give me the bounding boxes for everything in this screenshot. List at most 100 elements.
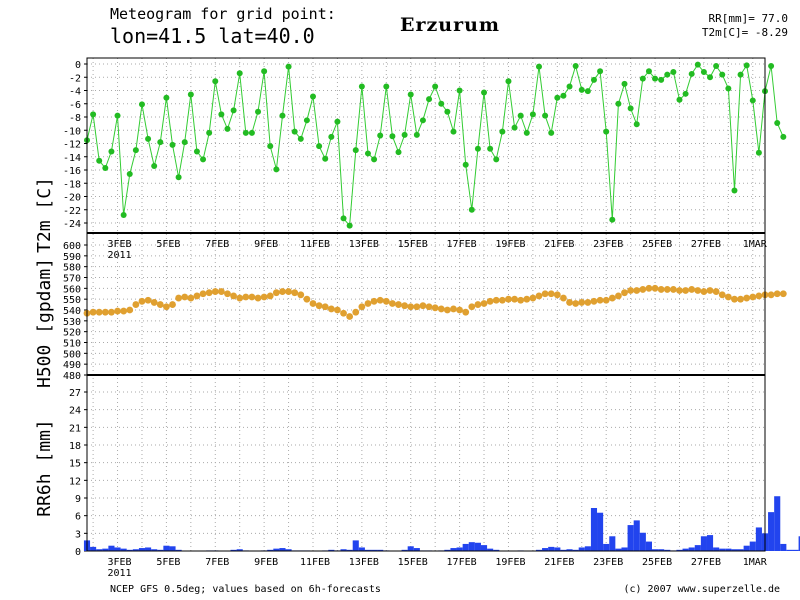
rr-bar [774, 496, 781, 551]
t2m-point [780, 133, 787, 140]
rr-bar [151, 549, 158, 551]
t2m-point [96, 157, 103, 164]
h500-point [639, 286, 647, 293]
h500-point [621, 289, 628, 297]
x-tick-label: 27FEB [691, 239, 721, 250]
h500-point [419, 302, 427, 310]
y-tick-label: -2 [69, 73, 81, 84]
t2m-point [572, 62, 579, 69]
h500-point [712, 288, 720, 295]
t2m-point [248, 129, 255, 136]
h500-point [389, 300, 396, 307]
rr-bar [548, 546, 555, 551]
t2m-point [224, 125, 231, 132]
t2m-point [700, 68, 707, 75]
rr-bar [413, 548, 420, 551]
h500-point [486, 297, 494, 305]
t2m-point [169, 141, 176, 148]
rr-bar [725, 548, 732, 551]
rr-bar [780, 543, 787, 551]
rr-bar [352, 540, 359, 551]
rr-bar [731, 549, 738, 551]
h500-point [163, 303, 170, 311]
h500-point [169, 301, 176, 308]
x-tick-label: 25FEB [642, 239, 672, 250]
t2m-point [627, 105, 634, 112]
h500-point [150, 299, 158, 306]
h500-point [450, 305, 457, 313]
rr-bar [493, 549, 500, 551]
t2m-point [768, 62, 775, 69]
rr-bar [755, 527, 762, 551]
t2m-point [505, 78, 512, 85]
data-source-note: NCEP GFS 0.5deg; values based on 6h-fore… [110, 584, 381, 595]
y-tick-label: 500 [63, 349, 81, 360]
h500-point [358, 303, 366, 311]
t2m-point [462, 161, 469, 168]
t2m-point [120, 212, 127, 219]
h500-point [749, 293, 757, 301]
rr-bar [328, 549, 335, 551]
rr-bar [267, 549, 274, 551]
rr-bar [468, 542, 475, 551]
h500-point [291, 289, 299, 297]
x-tick-label: 15FEB [398, 557, 428, 568]
t2m-point [633, 121, 640, 128]
t2m-point [438, 100, 445, 107]
t2m-point [499, 128, 506, 135]
h500-point [211, 288, 219, 295]
y-tick-label: 590 [63, 252, 81, 263]
t2m-point [389, 133, 396, 140]
rr-bar [474, 542, 481, 551]
x-year-label: 2011 [107, 250, 131, 261]
rr-bar [578, 547, 585, 551]
h500-point [352, 308, 360, 316]
h500-point [511, 295, 518, 303]
t2m-point [645, 68, 652, 75]
h500-point [297, 291, 305, 299]
h500-point [89, 308, 97, 316]
h500-point [566, 299, 573, 306]
x-tick-label: 27FEB [691, 557, 721, 568]
y-tick-label: -20 [63, 193, 81, 204]
h500-point [688, 286, 696, 293]
rr-bar [346, 549, 353, 551]
x-tick-label: 5FEB [156, 239, 180, 250]
h500-point [596, 296, 604, 304]
h500-point [572, 300, 580, 307]
h500-point [462, 308, 470, 316]
rr-bar [169, 546, 176, 551]
t2m-point [310, 93, 316, 100]
h500-point [407, 303, 415, 311]
y-tick-label: 12 [69, 476, 81, 487]
rr-bar [279, 548, 286, 551]
h500-point [254, 294, 262, 302]
h500-point [248, 293, 256, 301]
rr-bar [737, 549, 744, 551]
rr-bar [487, 548, 494, 551]
t2m-point [157, 139, 164, 146]
h500-point [309, 300, 317, 307]
h500-point [669, 286, 677, 293]
t2m-point [554, 94, 561, 101]
t2m-point [206, 129, 213, 136]
t2m-point [395, 149, 402, 156]
rr-bar [706, 535, 714, 551]
h500-point [101, 308, 109, 316]
h500-point [737, 295, 744, 303]
h500-point [376, 296, 384, 304]
h500-point [156, 301, 164, 308]
rr-bar [603, 543, 610, 551]
t2m-point [316, 143, 323, 150]
y-tick-label: 580 [63, 263, 81, 274]
rr-bar [401, 549, 408, 551]
t2m-point [291, 128, 298, 135]
t2m-point [322, 155, 329, 162]
x-tick-label: 3FEB [107, 557, 131, 568]
y-tick-label: 0 [75, 60, 81, 71]
t2m-point [560, 92, 567, 99]
t2m-point [212, 78, 219, 85]
y-tick-label: -12 [63, 140, 81, 151]
h500-point [694, 287, 702, 294]
h500-point [205, 289, 213, 297]
